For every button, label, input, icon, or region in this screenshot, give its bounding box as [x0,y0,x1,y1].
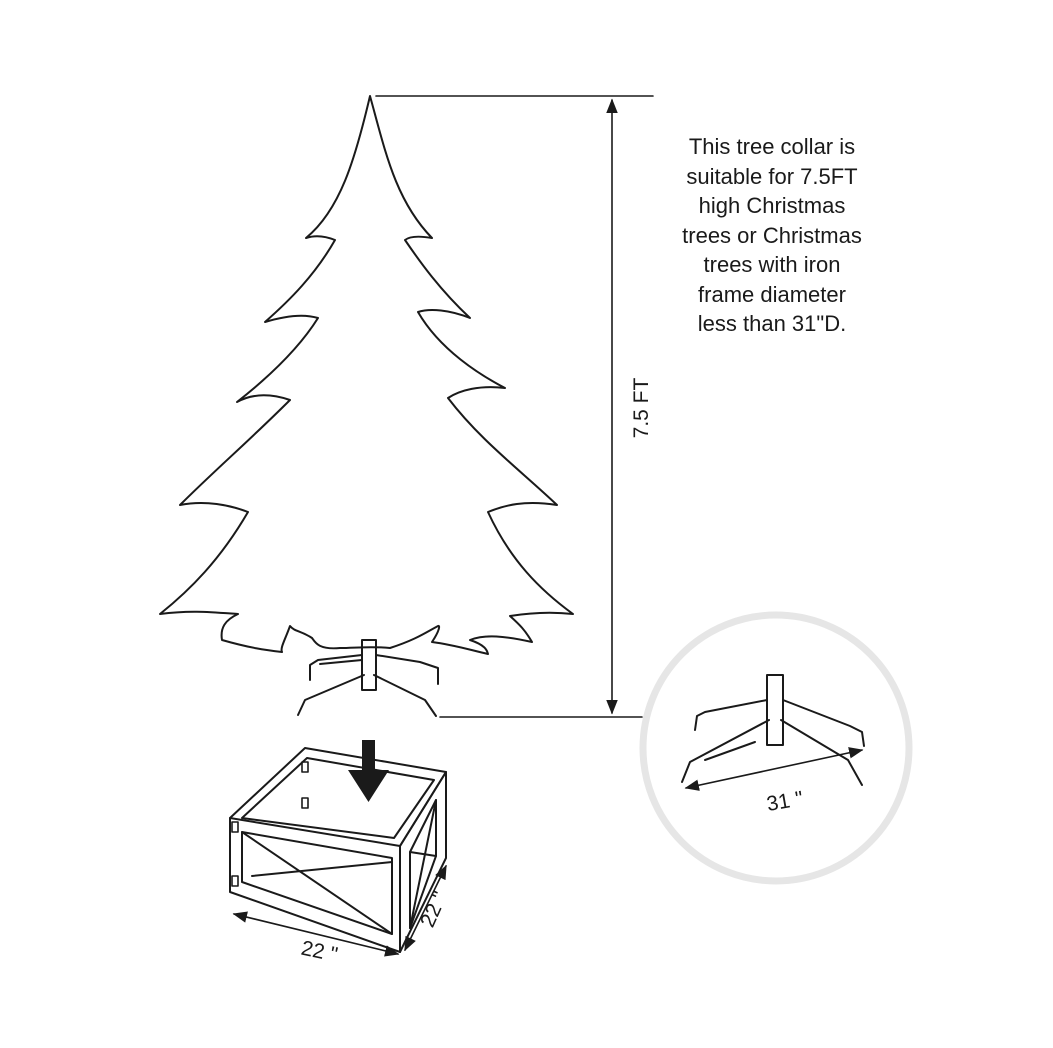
description-line: less than 31"D. [697,311,847,336]
height-label: 7.5 FT [630,377,653,438]
collar-width-arrow [232,911,400,957]
diameter-label: 31 " [765,787,805,816]
tree-stand [297,639,439,717]
collar-width-label: 22 " [299,937,340,967]
description-line: high Christmas [698,193,846,218]
down-arrow-icon [348,740,389,802]
description-line: trees with iron [703,252,841,277]
height-dimension [375,95,654,718]
detail-circle [639,611,913,885]
description-line: suitable for 7.5FT [686,164,858,189]
description-line: trees or Christmas [682,223,862,248]
tree-outline [159,95,574,655]
description-line: This tree collar is [688,134,856,159]
diameter-arrow [684,747,864,791]
description-line: frame diameter [698,282,846,307]
collar-depth-arrow [404,864,447,952]
